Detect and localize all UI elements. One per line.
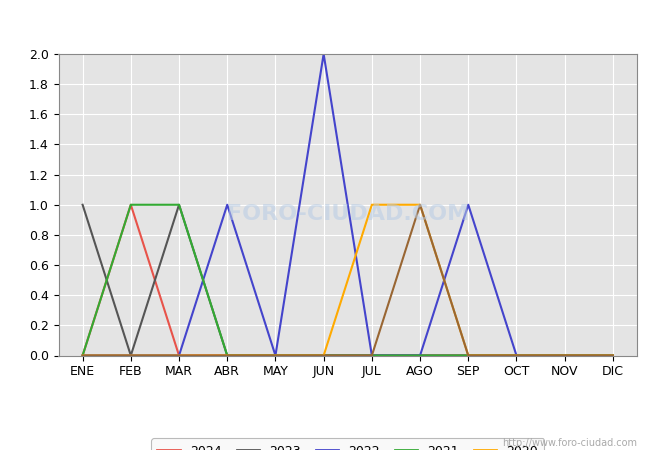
2023 (609, 353, 617, 358)
2020 (464, 353, 472, 358)
2024 (224, 353, 231, 358)
Line: 2022: 2022 (83, 54, 613, 356)
2022 (320, 51, 328, 57)
2022 (416, 353, 424, 358)
2024 (609, 353, 617, 358)
2023 (416, 353, 424, 358)
Line: 2021: 2021 (83, 205, 613, 356)
Line: 2023: 2023 (83, 205, 613, 356)
Line: 2020: 2020 (83, 205, 613, 356)
2021 (464, 353, 472, 358)
2020 (561, 353, 569, 358)
2022 (175, 353, 183, 358)
2024 (416, 353, 424, 358)
2022 (561, 353, 569, 358)
2022 (609, 353, 617, 358)
2022 (368, 353, 376, 358)
2020 (368, 202, 376, 207)
2024 (272, 353, 280, 358)
2023 (464, 353, 472, 358)
Text: http://www.foro-ciudad.com: http://www.foro-ciudad.com (502, 438, 637, 448)
2020 (513, 353, 521, 358)
2021 (79, 353, 86, 358)
2023 (79, 202, 86, 207)
2021 (320, 353, 328, 358)
2023 (175, 202, 183, 207)
2024 (464, 353, 472, 358)
2020 (79, 353, 86, 358)
2022 (79, 353, 86, 358)
Legend: 2024, 2023, 2022, 2021, 2020: 2024, 2023, 2022, 2021, 2020 (151, 438, 545, 450)
2022 (272, 353, 280, 358)
2021 (175, 202, 183, 207)
2024 (79, 353, 86, 358)
2024 (127, 202, 135, 207)
2021 (224, 353, 231, 358)
2021 (609, 353, 617, 358)
2024 (320, 353, 328, 358)
2020 (320, 353, 328, 358)
Text: Matriculaciones de Vehiculos en San Martín del Castañar: Matriculaciones de Vehiculos en San Mart… (90, 14, 560, 32)
2022 (464, 202, 472, 207)
2021 (368, 353, 376, 358)
2021 (416, 353, 424, 358)
2020 (416, 202, 424, 207)
2024 (175, 353, 183, 358)
2024 (368, 353, 376, 358)
2020 (272, 353, 280, 358)
Text: FORO-CIUDAD.COM: FORO-CIUDAD.COM (227, 204, 469, 224)
2021 (272, 353, 280, 358)
2021 (127, 202, 135, 207)
2022 (224, 202, 231, 207)
2023 (368, 353, 376, 358)
2024 (513, 353, 521, 358)
2022 (127, 353, 135, 358)
2023 (272, 353, 280, 358)
2020 (127, 353, 135, 358)
2023 (561, 353, 569, 358)
2023 (320, 353, 328, 358)
2023 (513, 353, 521, 358)
2021 (561, 353, 569, 358)
2020 (609, 353, 617, 358)
2020 (224, 353, 231, 358)
2023 (127, 353, 135, 358)
2021 (513, 353, 521, 358)
2024 (561, 353, 569, 358)
2022 (513, 353, 521, 358)
2023 (224, 353, 231, 358)
Line: 2024: 2024 (83, 205, 613, 356)
2020 (175, 353, 183, 358)
